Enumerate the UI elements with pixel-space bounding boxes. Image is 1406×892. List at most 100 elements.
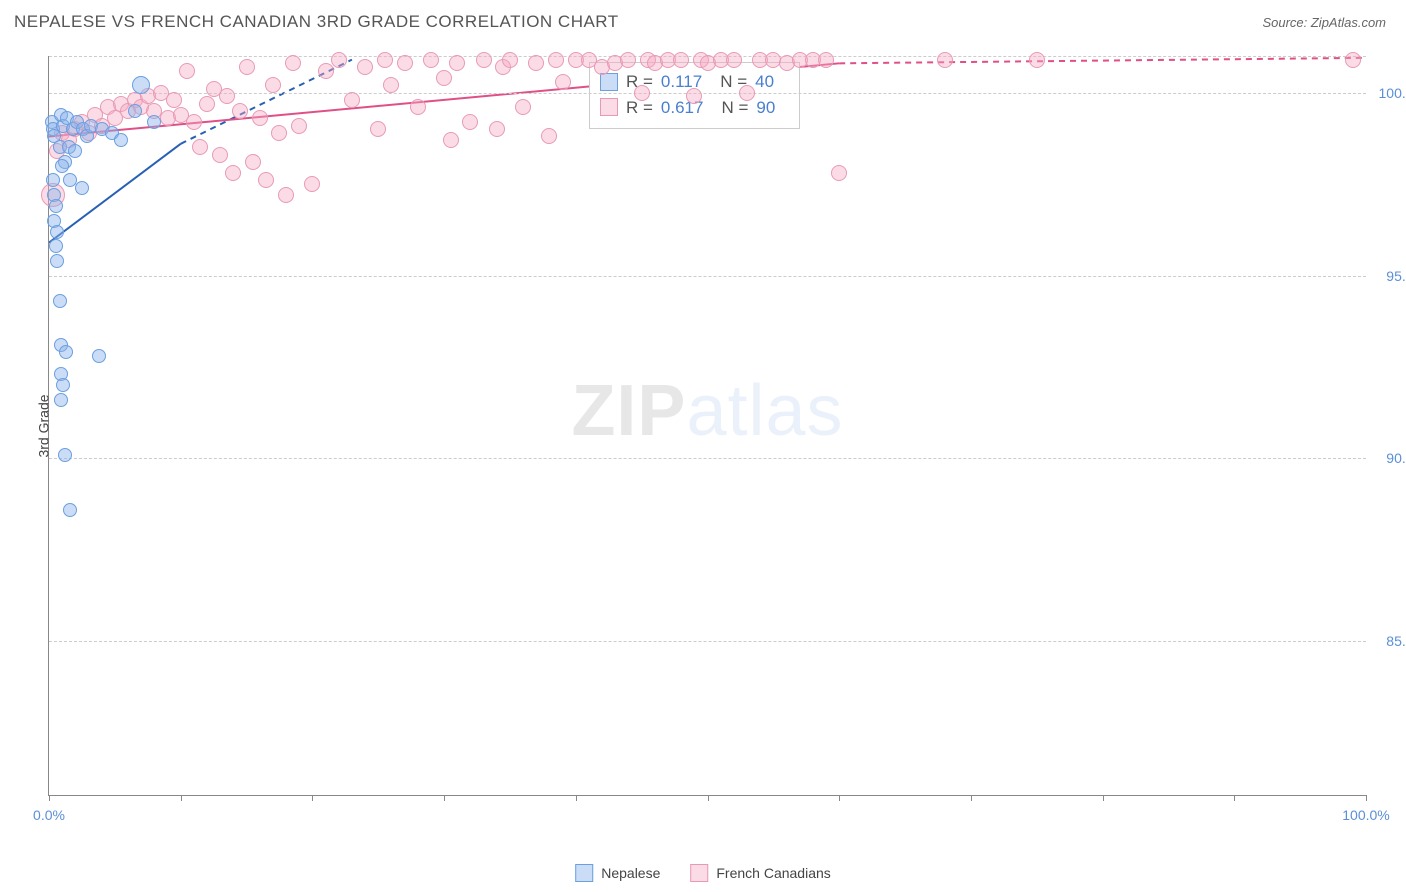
data-point-nepalese [54, 393, 68, 407]
data-point-french [252, 110, 268, 126]
data-point-french [726, 52, 742, 68]
data-point-french [937, 52, 953, 68]
data-point-nepalese [53, 294, 67, 308]
y-axis-title: 3rd Grade [36, 394, 52, 457]
data-point-french [225, 165, 241, 181]
data-point-french [219, 88, 235, 104]
data-point-french [423, 52, 439, 68]
data-point-nepalese [68, 144, 82, 158]
watermark-part1: ZIP [571, 371, 686, 451]
watermark-part2: atlas [686, 371, 843, 451]
x-tick [971, 795, 972, 801]
data-point-french [271, 125, 287, 141]
data-point-nepalese [49, 239, 63, 253]
x-tick [708, 795, 709, 801]
data-point-nepalese [49, 199, 63, 213]
data-point-french [186, 114, 202, 130]
data-point-nepalese [147, 115, 161, 129]
gridline [49, 93, 1366, 94]
data-point-french [278, 187, 294, 203]
legend: Nepalese French Canadians [575, 864, 831, 882]
data-point-nepalese [50, 254, 64, 268]
data-point-nepalese [132, 76, 150, 94]
stat-swatch [600, 73, 618, 91]
x-tick [1366, 795, 1367, 801]
data-point-french [370, 121, 386, 137]
data-point-french [344, 92, 360, 108]
data-point-french [291, 118, 307, 134]
data-point-french [502, 52, 518, 68]
data-point-french [285, 55, 301, 71]
data-point-nepalese [92, 349, 106, 363]
legend-label-nepalese: Nepalese [601, 865, 660, 881]
data-point-french [489, 121, 505, 137]
data-point-french [449, 55, 465, 71]
data-point-nepalese [114, 133, 128, 147]
x-tick [444, 795, 445, 801]
data-point-french [166, 92, 182, 108]
data-point-french [443, 132, 459, 148]
x-tick [839, 795, 840, 801]
x-tick [576, 795, 577, 801]
gridline [49, 641, 1366, 642]
x-tick [312, 795, 313, 801]
data-point-french [331, 52, 347, 68]
data-point-nepalese [63, 503, 77, 517]
data-point-french [541, 128, 557, 144]
watermark: ZIPatlas [571, 370, 843, 452]
data-point-nepalese [59, 345, 73, 359]
legend-item-french: French Canadians [690, 864, 830, 882]
plot-region: ZIPatlas R = 0.117N = 40R = 0.617N = 90 … [48, 56, 1366, 796]
source-attribution: Source: ZipAtlas.com [1262, 15, 1386, 30]
data-point-nepalese [56, 378, 70, 392]
data-point-french [436, 70, 452, 86]
x-tick-label: 100.0% [1342, 807, 1389, 823]
data-point-french [239, 59, 255, 75]
data-point-french [265, 77, 281, 93]
data-point-french [258, 172, 274, 188]
data-point-french [462, 114, 478, 130]
data-point-french [199, 96, 215, 112]
data-point-french [673, 52, 689, 68]
data-point-french [555, 74, 571, 90]
data-point-nepalese [58, 448, 72, 462]
data-point-french [818, 52, 834, 68]
stat-swatch [600, 98, 618, 116]
data-point-nepalese [128, 104, 142, 118]
data-point-french [357, 59, 373, 75]
gridline [49, 276, 1366, 277]
data-point-french [192, 139, 208, 155]
x-tick [1234, 795, 1235, 801]
data-point-french [179, 63, 195, 79]
data-point-french [1345, 52, 1361, 68]
data-point-french [377, 52, 393, 68]
data-point-french [397, 55, 413, 71]
chart-title: NEPALESE VS FRENCH CANADIAN 3RD GRADE CO… [14, 12, 619, 32]
data-point-french [476, 52, 492, 68]
data-point-french [634, 85, 650, 101]
data-point-french [232, 103, 248, 119]
y-tick-label: 90.0% [1386, 450, 1406, 466]
x-tick [181, 795, 182, 801]
data-point-french [410, 99, 426, 115]
x-tick [1103, 795, 1104, 801]
x-tick [49, 795, 50, 801]
gridline [49, 458, 1366, 459]
data-point-french [620, 52, 636, 68]
data-point-french [318, 63, 334, 79]
y-tick-label: 100.0% [1379, 85, 1406, 101]
data-point-french [831, 165, 847, 181]
data-point-french [515, 99, 531, 115]
data-point-french [528, 55, 544, 71]
data-point-french [739, 85, 755, 101]
x-tick-label: 0.0% [33, 807, 65, 823]
data-point-french [245, 154, 261, 170]
data-point-french [1029, 52, 1045, 68]
legend-swatch-french [690, 864, 708, 882]
legend-swatch-nepalese [575, 864, 593, 882]
data-point-french [304, 176, 320, 192]
stat-n-value: 90 [756, 95, 775, 121]
chart-area: ZIPatlas R = 0.117N = 40R = 0.617N = 90 … [48, 56, 1366, 796]
data-point-french [686, 88, 702, 104]
data-point-nepalese [46, 173, 60, 187]
